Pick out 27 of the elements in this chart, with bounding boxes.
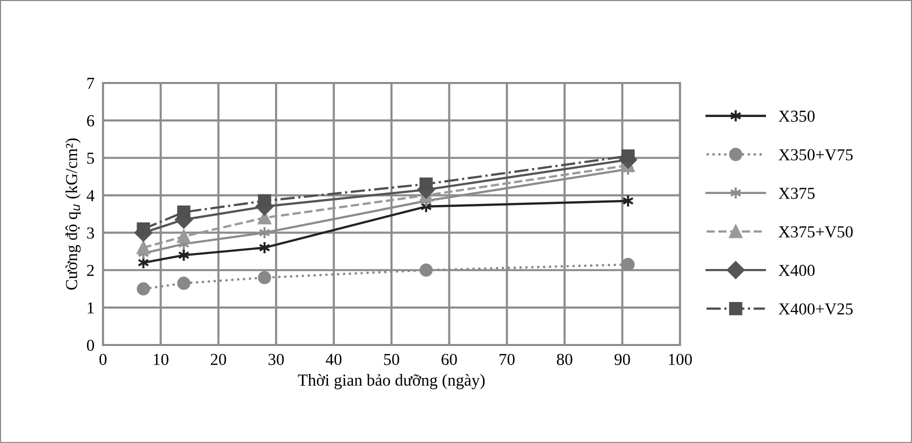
legend-label: X400+V25 (778, 303, 853, 315)
x-tick-label: 50 (384, 354, 400, 366)
x-tick-label: 40 (326, 354, 342, 366)
y-tick-label: 6 (87, 115, 94, 126)
x-tick-label: 20 (210, 354, 226, 366)
y-tick-label: 1 (88, 302, 94, 314)
y-tick-label: 4 (86, 190, 94, 202)
y-tick-label: 3 (87, 227, 94, 239)
legend-label: X375+V50 (778, 226, 853, 238)
x-tick-label: 10 (154, 354, 168, 366)
x-tick-label: 0 (99, 354, 107, 366)
legend-label: X350 (778, 110, 815, 122)
x-tick-label: 70 (500, 354, 515, 366)
y-tick-label: 5 (87, 152, 94, 164)
x-tick-label: 90 (614, 354, 630, 366)
y-axis-title: Cường độ q$_{u}$ (kG/cm²) (65, 138, 81, 290)
x-tick-label: 80 (556, 354, 572, 366)
legend-label: X350+V75 (778, 149, 853, 160)
legend-label: X375 (778, 188, 815, 199)
x-tick-label: 30 (268, 354, 284, 366)
x-axis-title: Thời gian bảo dưỡng (ngày) (298, 374, 485, 390)
y-tick-label: 2 (87, 264, 94, 276)
legend-label: X400 (778, 264, 815, 276)
y-tick-label: 7 (87, 78, 94, 89)
y-tick-label: 0 (86, 340, 94, 351)
x-tick-label: 60 (442, 354, 457, 366)
x-tick-label: 100 (668, 354, 692, 366)
